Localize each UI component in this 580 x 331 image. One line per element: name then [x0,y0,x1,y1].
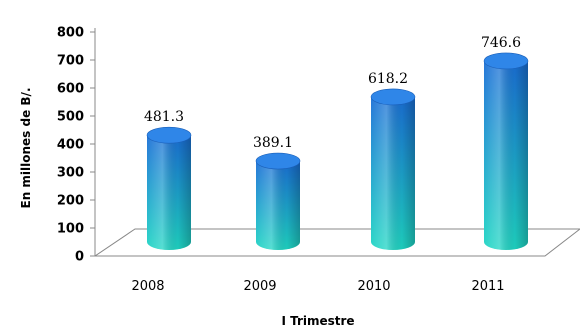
y-tick-label: 800 [57,26,84,41]
bar-cap [255,152,301,170]
bar-shade [256,161,300,250]
bar-cap [370,88,416,106]
bar-shade [147,135,191,250]
y-tick-label: 400 [57,138,84,153]
y-axis-title: En millones de B/. [19,87,33,208]
category-label-2010: 2010 [357,279,390,294]
value-label-2009: 389.1 [253,135,293,151]
x-axis-title: I Trimestre [281,314,354,328]
bar-cap [483,52,529,70]
y-tick-label: 0 [75,250,84,265]
bar-2011 [483,52,529,251]
chart-floor [93,228,580,257]
value-label-2011: 746.6 [481,35,521,51]
value-label-2008: 481.3 [144,109,184,125]
category-label-2011: 2011 [471,279,504,294]
category-label-2008: 2008 [131,279,164,294]
bar-cap [146,126,192,144]
category-labels: 2008 2009 2010 2011 [131,279,504,294]
bar-2010 [370,88,416,251]
y-tick-label: 200 [57,194,84,209]
bars: 481.3 389.1 618.2 746.6 [144,35,529,251]
y-tick-label: 700 [57,54,84,69]
bar-2008 [146,126,192,250]
y-tick-label: 600 [57,82,84,97]
y-tick-label: 100 [57,222,84,237]
bar-shade [371,96,415,251]
y-tick-label: 300 [57,166,84,181]
y-ticks: 0 100 200 300 400 500 600 700 800 [57,26,95,265]
value-label-2010: 618.2 [368,71,408,87]
bar-2009 [255,152,301,250]
category-label-2009: 2009 [243,279,276,294]
bar-shade [484,60,528,251]
y-tick-label: 500 [57,110,84,125]
